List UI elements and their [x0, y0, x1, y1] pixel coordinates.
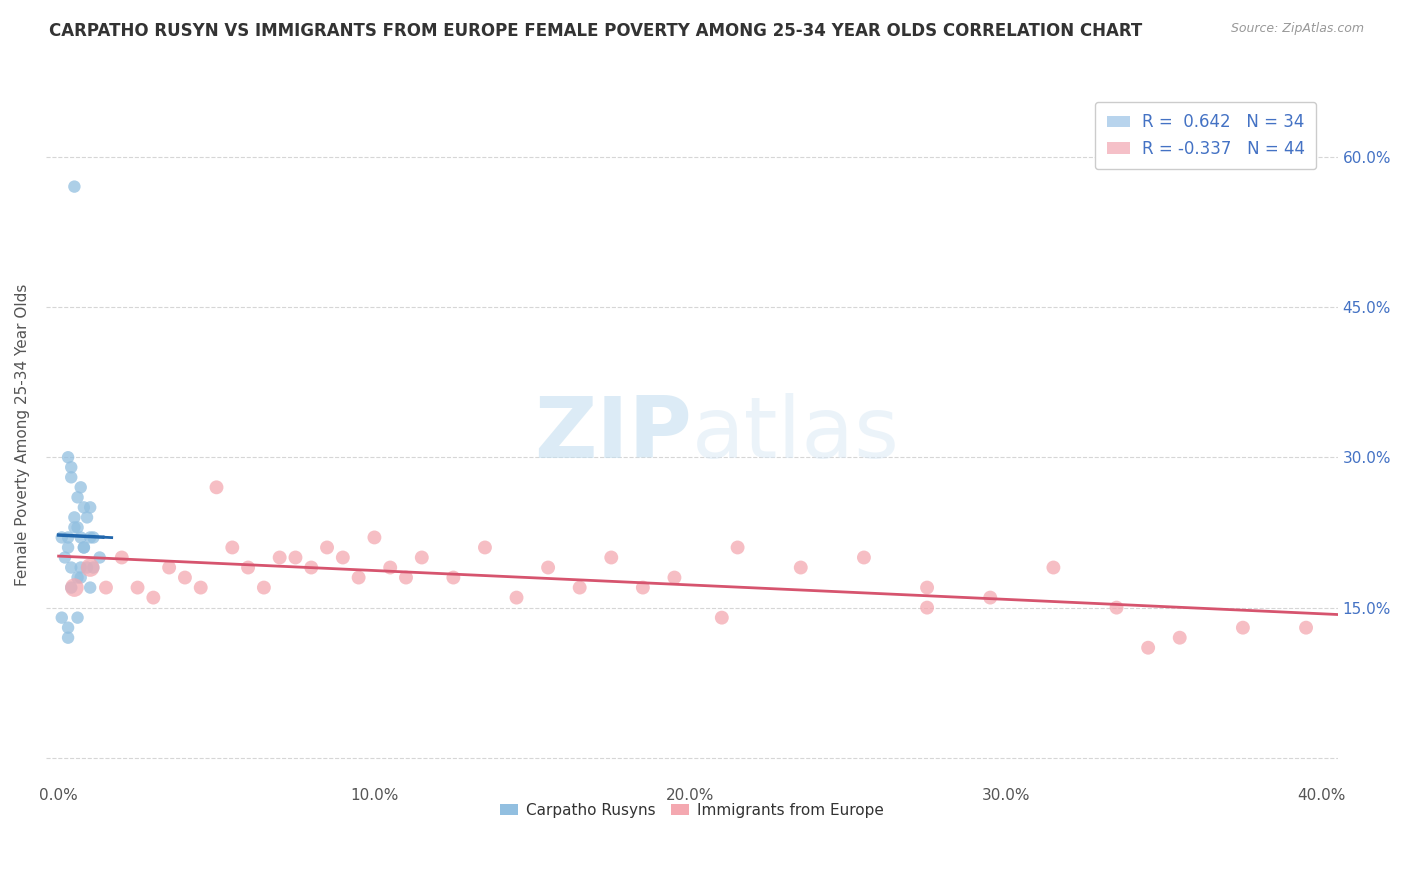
Point [1105, 600, 1128, 615]
Point [94, 581, 117, 595]
Point [111, 550, 134, 565]
Point [915, 581, 938, 595]
Point [380, 560, 402, 574]
Point [63, 179, 86, 194]
Point [631, 581, 654, 595]
Point [60, 460, 83, 475]
Point [979, 591, 1001, 605]
Point [236, 560, 259, 574]
Point [56, 631, 79, 645]
Point [60, 470, 83, 484]
Point [157, 560, 180, 574]
Point [69, 480, 91, 494]
Point [253, 581, 276, 595]
Point [363, 531, 385, 545]
Point [537, 560, 560, 574]
Point [710, 610, 733, 624]
Point [76, 560, 98, 574]
Text: Source: ZipAtlas.com: Source: ZipAtlas.com [1230, 22, 1364, 36]
Point [63, 520, 86, 534]
Point [727, 541, 749, 555]
Point [1295, 621, 1317, 635]
Point [568, 581, 591, 595]
Point [56, 541, 79, 555]
Point [60, 581, 83, 595]
Point [51, 531, 73, 545]
Point [347, 570, 370, 584]
Text: ZIP: ZIP [534, 393, 692, 476]
Point [284, 550, 307, 565]
Point [1137, 640, 1160, 655]
Legend: Carpatho Rusyns, Immigrants from Europe: Carpatho Rusyns, Immigrants from Europe [494, 797, 890, 824]
Point [53, 550, 76, 565]
Point [205, 480, 228, 494]
Point [411, 550, 433, 565]
Point [79, 500, 101, 515]
Point [89, 550, 111, 565]
Point [66, 610, 89, 624]
Point [56, 621, 79, 635]
Point [316, 541, 339, 555]
Point [56, 531, 79, 545]
Point [190, 581, 212, 595]
Point [664, 570, 686, 584]
Point [66, 570, 89, 584]
Point [51, 610, 73, 624]
Point [79, 531, 101, 545]
Point [79, 581, 101, 595]
Point [82, 531, 104, 545]
Point [299, 560, 322, 574]
Point [79, 560, 101, 574]
Point [1042, 560, 1064, 574]
Point [1168, 631, 1191, 645]
Point [63, 510, 86, 524]
Point [127, 581, 149, 595]
Point [76, 510, 98, 524]
Point [395, 570, 418, 584]
Point [69, 531, 91, 545]
Point [56, 450, 79, 465]
Point [221, 541, 243, 555]
Point [600, 550, 623, 565]
Text: CARPATHO RUSYN VS IMMIGRANTS FROM EUROPE FEMALE POVERTY AMONG 25-34 YEAR OLDS CO: CARPATHO RUSYN VS IMMIGRANTS FROM EUROPE… [49, 22, 1143, 40]
Point [915, 600, 938, 615]
Point [474, 541, 496, 555]
Point [73, 500, 96, 515]
Point [441, 570, 464, 584]
Point [174, 570, 197, 584]
Point [66, 520, 89, 534]
Point [505, 591, 527, 605]
Point [69, 570, 91, 584]
Point [852, 550, 875, 565]
Point [69, 560, 91, 574]
Point [332, 550, 354, 565]
Point [66, 491, 89, 505]
Text: atlas: atlas [692, 393, 900, 476]
Point [82, 560, 104, 574]
Point [73, 541, 96, 555]
Point [142, 591, 165, 605]
Point [790, 560, 813, 574]
Point [269, 550, 291, 565]
Point [1232, 621, 1254, 635]
Y-axis label: Female Poverty Among 25-34 Year Olds: Female Poverty Among 25-34 Year Olds [15, 284, 30, 586]
Point [63, 581, 86, 595]
Point [60, 560, 83, 574]
Point [73, 541, 96, 555]
